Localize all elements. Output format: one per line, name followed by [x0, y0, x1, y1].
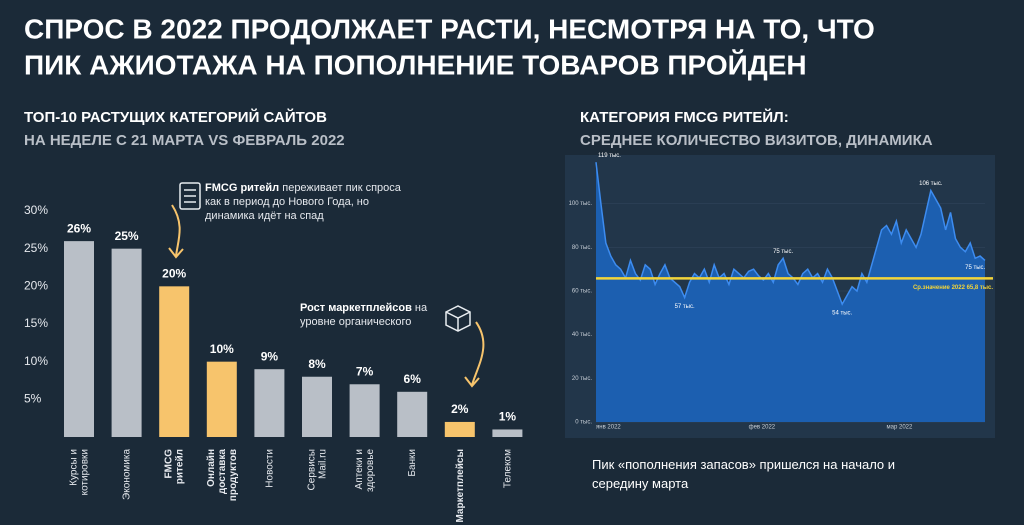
annotation-bold: Рост маркетплейсов — [300, 302, 412, 314]
value-label: 106 тыс. — [919, 181, 943, 187]
y-tick-label: 60 тыс. — [572, 289, 592, 295]
box-icon — [445, 305, 471, 332]
title-line: СПРОС В 2022 ПРОДОЛЖАЕТ РАСТИ, НЕСМОТРЯ … — [24, 13, 875, 44]
footnote: Пик «пополнения запасов» пришелся на нач… — [592, 457, 896, 491]
reference-label: Ср.значение 2022 65,8 тыс. — [913, 285, 993, 291]
y-tick-label: 25% — [24, 241, 48, 255]
bar — [159, 286, 190, 437]
value-label: 10% — [210, 342, 234, 356]
chart-title: ТОП-10 РАСТУЩИХ КАТЕГОРИЙ САЙТОВ — [24, 108, 327, 126]
chart-subtitle: НА НЕДЕЛЕ С 21 МАРТА VS ФЕВРАЛЬ 2022 — [24, 132, 345, 149]
bar — [444, 421, 475, 437]
x-tick-label: Онлайндоставкапродуктов — [205, 449, 238, 502]
value-label: 25% — [115, 229, 139, 243]
x-tick-label: Экономика — [121, 449, 132, 500]
y-tick-label: 15% — [24, 316, 48, 330]
bar — [302, 376, 332, 437]
y-tick-label: 5% — [24, 392, 42, 406]
bar — [206, 361, 237, 437]
annotation: Рост маркетплейсов на уровне органическо… — [300, 301, 445, 329]
y-tick-label: 80 тыс. — [572, 245, 592, 251]
x-tick-label: мар 2022 — [887, 425, 913, 431]
x-tick-label: Аптеки издоровье — [354, 449, 376, 492]
value-label: 20% — [162, 267, 186, 281]
value-label: 9% — [261, 349, 279, 363]
title-line: ПИК АЖИОТАЖА НА ПОПОЛНЕНИЕ ТОВАРОВ ПРОЙД… — [24, 48, 807, 80]
bar — [397, 391, 428, 437]
annotation-text: на уровне органического — [300, 302, 428, 328]
value-label: 2% — [451, 402, 469, 416]
annotation: FMCG ритейл переживает пик спроса как в … — [205, 181, 415, 223]
value-label: 7% — [356, 364, 374, 378]
x-tick-label: СервисыMail.ru — [306, 449, 328, 490]
arrow — [168, 204, 184, 259]
value-label: 8% — [308, 357, 326, 371]
x-tick-label: фев 2022 — [749, 425, 776, 431]
x-tick-label: Банки — [407, 449, 418, 477]
doc-icon — [179, 182, 201, 210]
area — [596, 162, 985, 422]
line — [595, 162, 986, 306]
arrow — [464, 321, 485, 388]
value-label: 57 тыс. — [675, 304, 695, 310]
value-label: 1% — [499, 410, 517, 424]
value-label: 54 тыс. — [832, 311, 852, 317]
x-tick-label: янв 2022 — [596, 425, 621, 431]
y-tick-label: 30% — [24, 203, 48, 217]
x-tick-label: Курсы икотировки — [68, 449, 90, 495]
value-label: 75 тыс. — [773, 249, 793, 255]
y-tick-label: 10% — [24, 354, 48, 368]
annotation-text: переживает пик спроса как в период до Но… — [205, 182, 401, 222]
y-tick-label: 100 тыс. — [569, 201, 593, 207]
x-tick-label: FMCGритейл — [163, 449, 185, 484]
value-label: 75 тыс. — [965, 265, 985, 271]
y-tick-label: 20 тыс. — [572, 376, 592, 382]
value-label: 26% — [67, 221, 91, 235]
value-label: 119 тыс. — [598, 153, 621, 159]
chart-title: КАТЕГОРИЯ FMCG РИТЕЙЛ: — [580, 108, 789, 126]
x-tick-label: Новости — [264, 449, 275, 488]
bar — [254, 369, 285, 437]
chart-subtitle: СРЕДНЕЕ КОЛИЧЕСТВО ВИЗИТОВ, ДИНАМИКА — [580, 132, 933, 149]
value-label: 6% — [404, 372, 422, 386]
x-tick-label: Маркетплейсы — [454, 449, 465, 523]
bar — [64, 241, 94, 437]
bar — [492, 429, 523, 437]
bar — [349, 384, 380, 437]
y-tick-label: 20% — [24, 279, 48, 293]
annotation-bold: FMCG ритейл — [205, 182, 280, 194]
y-tick-label: 40 тыс. — [572, 332, 592, 338]
y-tick-label: 0 тыс. — [575, 420, 592, 426]
bar — [111, 248, 142, 437]
x-tick-label: Телеком — [502, 449, 513, 488]
